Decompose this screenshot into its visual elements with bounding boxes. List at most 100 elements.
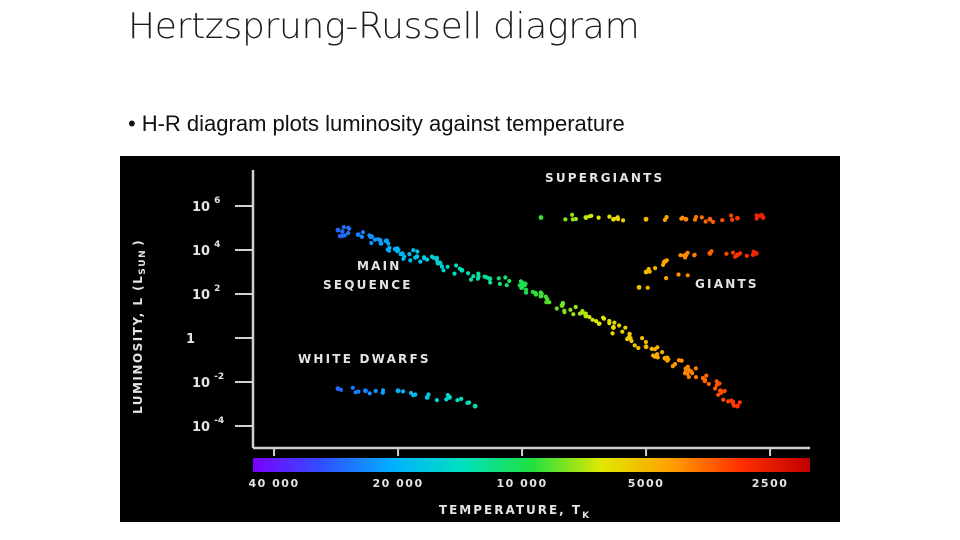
- scatter-dot: [581, 310, 586, 315]
- scatter-dot: [488, 280, 493, 285]
- scatter-dot: [647, 269, 652, 274]
- y-tick-label: 10 6: [192, 196, 220, 215]
- scatter-dot: [651, 353, 656, 358]
- scatter-dot: [710, 219, 716, 225]
- scatter-dot: [649, 346, 654, 351]
- scatter-dot: [724, 251, 729, 256]
- scatter-dot: [368, 234, 373, 240]
- data-point: [583, 215, 589, 220]
- scatter-dot: [703, 219, 708, 224]
- scatter-dot: [596, 215, 601, 220]
- scatter-dot: [395, 249, 400, 254]
- data-point: [395, 388, 401, 394]
- hr-diagram-chart: 10 6 10 4 10 2 1 10 -2 10 -4 40 000 20 000 10 000 5000…: [120, 156, 840, 522]
- scatter-dot: [400, 389, 406, 394]
- scatter-dot: [643, 339, 649, 345]
- scatter-dot: [411, 393, 416, 398]
- scatter-dot: [709, 249, 714, 254]
- data-point: [707, 216, 713, 222]
- scatter-dot: [692, 217, 698, 222]
- scatter-dot: [445, 264, 450, 269]
- data-point: [459, 267, 465, 273]
- scatter-dot: [413, 255, 418, 260]
- data-point: [636, 284, 642, 290]
- scatter-dot: [726, 399, 731, 404]
- scatter-dot: [660, 350, 665, 355]
- scatter-dot: [750, 252, 756, 257]
- scatter-dot: [524, 287, 529, 292]
- annotation-giants: GIANTS: [695, 277, 759, 291]
- scatter-dot: [504, 283, 509, 288]
- scatter-dot: [519, 285, 524, 290]
- scatter-dot: [685, 250, 690, 255]
- scatter-dot: [587, 314, 592, 320]
- scatter-dot: [454, 263, 459, 268]
- data-point: [735, 403, 740, 409]
- scatter-dot: [568, 307, 573, 312]
- scatter-dot: [590, 317, 595, 322]
- scatter-dot: [402, 254, 407, 259]
- scatter-dot: [425, 257, 430, 262]
- scatter-dot: [496, 276, 501, 281]
- x-tick-label: 10 000: [497, 477, 548, 490]
- scatter-dot: [376, 237, 381, 242]
- scatter-dot: [720, 218, 725, 223]
- scatter-dot: [408, 258, 413, 263]
- scatter-dot: [737, 400, 742, 405]
- scatter-dot: [437, 260, 443, 265]
- scatter-dot: [497, 281, 502, 286]
- scatter-dot: [610, 331, 615, 336]
- page-title: Hertzsprung-Russell diagram: [128, 6, 640, 47]
- y-tick-label: 10 4: [192, 240, 220, 259]
- scatter-dot: [730, 217, 735, 222]
- scatter-dot: [418, 259, 423, 264]
- scatter-dot: [340, 229, 345, 234]
- data-point: [559, 303, 565, 308]
- scatter-dot: [475, 276, 480, 281]
- scatter-dot: [353, 390, 358, 395]
- hr-diagram-svg: 10 6 10 4 10 2 1 10 -2 10 -4 40 000 20 000 10 000 5000…: [131, 170, 810, 521]
- x-tick-label: 2500: [752, 477, 789, 490]
- bullet-item: • H-R diagram plots luminosity against te…: [128, 111, 625, 137]
- scatter-dot: [466, 271, 471, 276]
- group-supergiants: [538, 212, 766, 225]
- annotation-main-sequence-2: SEQUENCE: [323, 278, 413, 292]
- scatter-dot: [503, 275, 508, 280]
- bullet-text: H-R diagram plots luminosity against tem…: [141, 111, 625, 136]
- scatter-dot: [601, 316, 607, 321]
- scatter-dot: [704, 373, 709, 378]
- scatter-dot: [714, 382, 720, 388]
- scatter-dot: [346, 231, 351, 236]
- scatter-dot: [341, 225, 346, 230]
- scatter-dot: [441, 268, 446, 273]
- bullet-dot: •: [128, 111, 136, 136]
- scatter-dot: [699, 215, 704, 220]
- data-point: [538, 215, 544, 220]
- annotation-supergiants: SUPERGIANTS: [545, 171, 664, 185]
- scatter-dot: [524, 290, 529, 295]
- temperature-color-bar: [253, 458, 810, 472]
- scatter-dot: [729, 398, 734, 403]
- scatter-dot: [359, 234, 364, 239]
- data-point: [760, 215, 766, 220]
- scatter-dot: [611, 325, 616, 330]
- scatter-dot: [476, 271, 481, 276]
- scatter-dot: [632, 343, 637, 348]
- group-white-dwarfs: [335, 385, 478, 409]
- scatter-dot: [713, 386, 718, 391]
- scatter-dot: [415, 249, 420, 254]
- scatter-dot: [664, 215, 669, 220]
- y-axis-title: LUMINOSITY, L (LSUN): [131, 239, 148, 414]
- scatter-dot: [640, 336, 645, 341]
- scatter-dot: [373, 388, 378, 394]
- data-point: [378, 240, 384, 246]
- data-point: [611, 216, 616, 222]
- scatter-dot: [683, 255, 688, 260]
- scatter-dot: [686, 374, 691, 380]
- scatter-dot: [434, 398, 439, 403]
- scatter-dot: [573, 216, 578, 222]
- scatter-dot: [729, 213, 734, 218]
- scatter-dot: [597, 321, 602, 326]
- scatter-dot: [687, 368, 692, 373]
- data-point: [643, 269, 649, 275]
